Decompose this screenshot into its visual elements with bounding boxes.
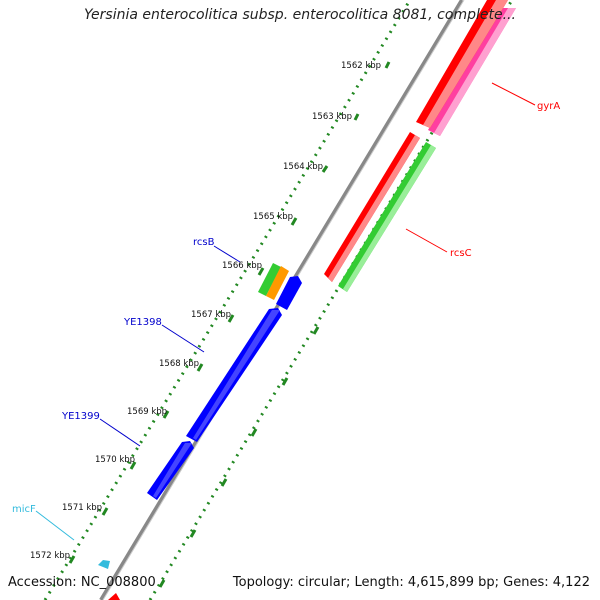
red-cds-bottom[interactable]	[108, 593, 120, 600]
rcsC-leader	[405, 228, 448, 253]
genome-stats-label: Topology: circular; Length: 4,615,899 bp…	[232, 575, 590, 590]
gene-label-micF: micF	[12, 504, 36, 515]
gyrA-feature[interactable]	[428, 8, 516, 136]
red-cds-top[interactable]	[416, 0, 508, 128]
gene-label-rcsC: rcsC	[450, 248, 472, 259]
YE1398-leader	[161, 324, 205, 353]
YE1399-feature[interactable]	[147, 441, 194, 500]
rcsC-feature[interactable]	[338, 142, 436, 292]
rcsB-leader	[213, 245, 241, 263]
ruler-label: 1571 kbp	[62, 503, 102, 513]
rcsB-feature[interactable]	[258, 263, 289, 300]
gene-label-rcsB: rcsB	[193, 237, 215, 248]
ruler-label: 1568 kbp	[159, 359, 199, 369]
ruler-label: 1567 kbp	[191, 310, 231, 320]
inner-tick-track	[43, 0, 412, 600]
YE1398-feature[interactable]	[186, 308, 282, 442]
YE1399-leader	[99, 418, 141, 447]
micF-leader	[35, 510, 75, 541]
ruler-label: 1569 kbp	[127, 407, 167, 417]
map-title: Yersinia enterocolitica subsp. enterocol…	[84, 7, 516, 23]
ruler-label: 1570 kbp	[95, 455, 135, 465]
ruler-label: 1572 kbp	[30, 551, 70, 561]
ruler-label: 1565 kbp	[253, 212, 293, 222]
ruler-label: 1562 kbp	[341, 61, 381, 71]
red-cds-middle[interactable]	[324, 132, 420, 282]
gene-label-YE1399: YE1399	[61, 411, 100, 422]
gene-labels: gyrA rcsC rcsB YE1398 YE1399 micF	[12, 101, 560, 515]
ruler-label: 1564 kbp	[283, 162, 323, 172]
ruler-label: 1563 kbp	[312, 112, 352, 122]
ruler-label: 1566 kbp	[222, 261, 262, 271]
gene-label-YE1398: YE1398	[123, 317, 162, 328]
blue-cds-small[interactable]	[276, 276, 302, 310]
micF-feature[interactable]	[98, 560, 110, 569]
inner-major-ticks	[68, 61, 391, 564]
gene-label-gyrA: gyrA	[537, 101, 560, 112]
accession-label: Accession: NC_008800	[8, 575, 156, 590]
ruler-labels: 1562 kbp 1563 kbp 1564 kbp 1565 kbp 1566…	[30, 61, 381, 561]
gyrA-leader	[491, 82, 536, 106]
